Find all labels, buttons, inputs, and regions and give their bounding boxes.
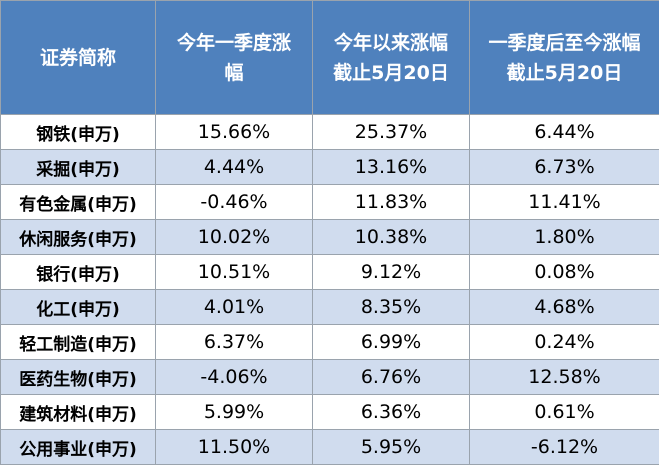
table-row: 银行(申万) 10.51% 9.12% 0.08%	[1, 255, 659, 290]
table-row: 公用事业(申万) 11.50% 5.95% -6.12%	[1, 430, 659, 465]
table-body: 钢铁(申万) 15.66% 25.37% 6.44% 采掘(申万) 4.44% …	[1, 115, 659, 465]
table-row: 采掘(申万) 4.44% 13.16% 6.73%	[1, 150, 659, 185]
ytd-gain-cell: 6.99%	[313, 325, 470, 360]
header-line: 今年一季度涨	[156, 28, 312, 58]
header-row: 证券简称 今年一季度涨 幅 今年以来涨幅 截止5月20日 一季度后至今涨幅 截止…	[1, 1, 659, 115]
ytd-gain-cell: 9.12%	[313, 255, 470, 290]
ytd-gain-cell: 6.76%	[313, 360, 470, 395]
since-q1-gain-cell: 0.24%	[470, 325, 659, 360]
header-security-name: 证券简称	[1, 1, 156, 115]
security-name-cell: 钢铁(申万)	[1, 115, 156, 150]
q1-gain-cell: 15.66%	[156, 115, 313, 150]
security-name-cell: 采掘(申万)	[1, 150, 156, 185]
q1-gain-cell: -4.06%	[156, 360, 313, 395]
ytd-gain-cell: 5.95%	[313, 430, 470, 465]
ytd-gain-cell: 11.83%	[313, 185, 470, 220]
ytd-gain-cell: 10.38%	[313, 220, 470, 255]
since-q1-gain-cell: 6.44%	[470, 115, 659, 150]
header-line: 一季度后至今涨幅	[470, 28, 659, 58]
table-row: 钢铁(申万) 15.66% 25.37% 6.44%	[1, 115, 659, 150]
header-line: 截止5月20日	[470, 58, 659, 88]
q1-gain-cell: 6.37%	[156, 325, 313, 360]
table-row: 轻工制造(申万) 6.37% 6.99% 0.24%	[1, 325, 659, 360]
since-q1-gain-cell: 12.58%	[470, 360, 659, 395]
security-name-cell: 轻工制造(申万)	[1, 325, 156, 360]
since-q1-gain-cell: 6.73%	[470, 150, 659, 185]
header-line: 截止5月20日	[313, 58, 469, 88]
security-name-cell: 公用事业(申万)	[1, 430, 156, 465]
table-row: 休闲服务(申万) 10.02% 10.38% 1.80%	[1, 220, 659, 255]
q1-gain-cell: -0.46%	[156, 185, 313, 220]
security-name-cell: 休闲服务(申万)	[1, 220, 156, 255]
q1-gain-cell: 10.51%	[156, 255, 313, 290]
header-q1-gain: 今年一季度涨 幅	[156, 1, 313, 115]
since-q1-gain-cell: 11.41%	[470, 185, 659, 220]
since-q1-gain-cell: 0.61%	[470, 395, 659, 430]
table-row: 化工(申万) 4.01% 8.35% 4.68%	[1, 290, 659, 325]
security-name-cell: 建筑材料(申万)	[1, 395, 156, 430]
ytd-gain-cell: 13.16%	[313, 150, 470, 185]
security-name-cell: 化工(申万)	[1, 290, 156, 325]
security-name-cell: 医药生物(申万)	[1, 360, 156, 395]
ytd-gain-cell: 6.36%	[313, 395, 470, 430]
since-q1-gain-cell: 1.80%	[470, 220, 659, 255]
since-q1-gain-cell: 0.08%	[470, 255, 659, 290]
header-line: 幅	[156, 58, 312, 88]
q1-gain-cell: 4.44%	[156, 150, 313, 185]
security-name-cell: 银行(申万)	[1, 255, 156, 290]
header-line: 今年以来涨幅	[313, 28, 469, 58]
header-line: 证券简称	[1, 43, 155, 73]
security-name-cell: 有色金属(申万)	[1, 185, 156, 220]
table-header: 证券简称 今年一季度涨 幅 今年以来涨幅 截止5月20日 一季度后至今涨幅 截止…	[1, 1, 659, 115]
table-row: 建筑材料(申万) 5.99% 6.36% 0.61%	[1, 395, 659, 430]
since-q1-gain-cell: -6.12%	[470, 430, 659, 465]
header-ytd-gain: 今年以来涨幅 截止5月20日	[313, 1, 470, 115]
ytd-gain-cell: 8.35%	[313, 290, 470, 325]
ytd-gain-cell: 25.37%	[313, 115, 470, 150]
q1-gain-cell: 4.01%	[156, 290, 313, 325]
table-row: 有色金属(申万) -0.46% 11.83% 11.41%	[1, 185, 659, 220]
table-row: 医药生物(申万) -4.06% 6.76% 12.58%	[1, 360, 659, 395]
since-q1-gain-cell: 4.68%	[470, 290, 659, 325]
q1-gain-cell: 11.50%	[156, 430, 313, 465]
header-since-q1-gain: 一季度后至今涨幅 截止5月20日	[470, 1, 659, 115]
q1-gain-cell: 10.02%	[156, 220, 313, 255]
q1-gain-cell: 5.99%	[156, 395, 313, 430]
